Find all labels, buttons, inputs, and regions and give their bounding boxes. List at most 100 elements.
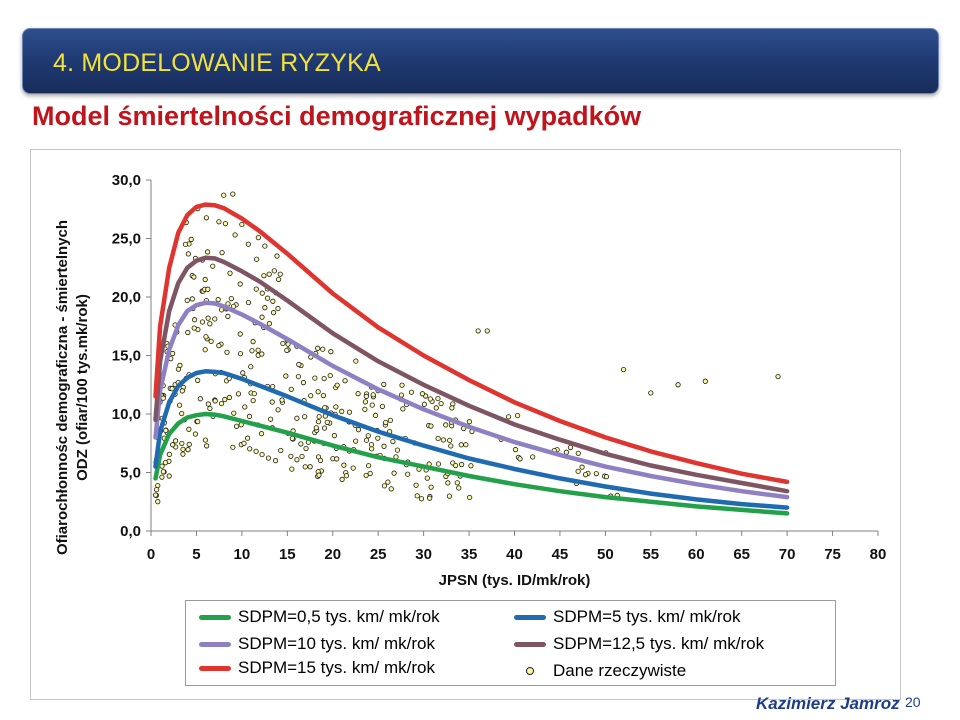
data-point [205,401,211,407]
data-point [279,397,285,403]
data-point [302,414,308,420]
data-point [408,389,415,395]
data-point [202,276,208,283]
data-point [261,273,267,279]
data-point [475,328,481,334]
data-point [159,474,165,480]
data-point [226,394,232,401]
data-point [324,419,330,425]
data-point [266,271,272,277]
slide-title: 4. MODELOWANIE RYZYKA [53,49,381,77]
data-point [579,464,585,470]
data-point [438,400,444,407]
data-point [334,456,340,462]
data-point [259,290,265,296]
data-point [563,449,570,455]
y-axis-title-line2: ODZ (ofiar/100 tys.mk/rok) [74,294,91,481]
x-tick-label: 50 [597,546,614,563]
data-point [435,435,441,442]
data-point [216,343,222,349]
data-point [327,372,333,379]
data-point [177,362,183,368]
data-point [271,268,277,274]
legend-label: SDPM=0,5 tys. km/ mk/rok [238,607,440,626]
data-point [276,276,282,283]
legend-swatch [199,615,231,620]
data-point [331,433,337,439]
data-point [308,393,314,399]
data-point [294,415,300,421]
data-point [222,396,228,403]
data-point [247,446,253,452]
data-point [186,426,192,432]
legend-marker [526,667,534,675]
data-point [180,451,186,457]
data-point [189,296,195,302]
data-point [313,425,319,431]
y-tick-label: 20,0 [112,289,141,306]
data-point [205,286,211,292]
data-point [155,482,161,489]
title-banner: 4. MODELOWANIE RYZYKA [22,28,939,94]
data-point [381,443,387,449]
data-point [203,334,209,340]
x-axis-title: JPSN (tys. ID/mk/rok) [439,572,591,589]
data-point [270,298,276,304]
data-point [463,442,469,448]
data-point [363,472,369,479]
chart-svg: 0,0 5,0 10,0 15,0 20,0 25,0 30,0 0 5 10 15 20 25 30 35… [54,172,886,589]
data-point [204,249,211,255]
data-point [160,395,166,401]
data-point [307,464,313,470]
data-point [334,382,340,388]
x-tick-label: 25 [370,546,387,563]
data-point [275,407,281,413]
data-point [466,419,472,425]
data-point [219,250,225,256]
data-point [274,253,280,259]
data-point [363,393,369,399]
data-point [240,370,246,376]
data-point [208,338,214,344]
data-point [199,319,206,325]
data-point [166,451,172,457]
y-tick-label: 10,0 [112,406,141,423]
data-point [225,313,231,319]
data-point [298,441,304,447]
data-point [372,412,379,419]
data-point [207,321,213,327]
series-line-1 [153,369,790,510]
data-point [259,351,265,357]
data-point [675,382,681,388]
data-point [446,493,453,499]
data-point [204,443,210,449]
data-point [456,485,462,491]
data-point [245,241,251,247]
data-point [172,438,179,444]
data-point [381,381,387,387]
page-number: 20 [905,694,921,710]
data-point [202,347,208,353]
x-tick-label: 55 [642,546,659,563]
x-tick-label: 40 [506,546,523,563]
data-point [428,484,434,490]
data-point [180,446,186,452]
data-point [440,437,446,443]
data-point [275,305,281,312]
data-point [433,405,439,411]
legend-label: Dane rzeczywiste [553,661,687,680]
data-point [270,310,277,316]
data-point [254,256,260,262]
data-point [512,447,519,453]
data-point [299,453,305,460]
data-point [246,413,253,419]
data-point [530,454,536,460]
x-tick-label: 20 [324,546,341,563]
data-point [202,437,209,443]
data-point [224,349,230,355]
data-point [212,398,218,404]
data-point [458,442,464,448]
legend-label: SDPM=5 tys. km/ mk/rok [553,607,741,626]
data-point [216,219,222,225]
data-point [317,457,324,464]
